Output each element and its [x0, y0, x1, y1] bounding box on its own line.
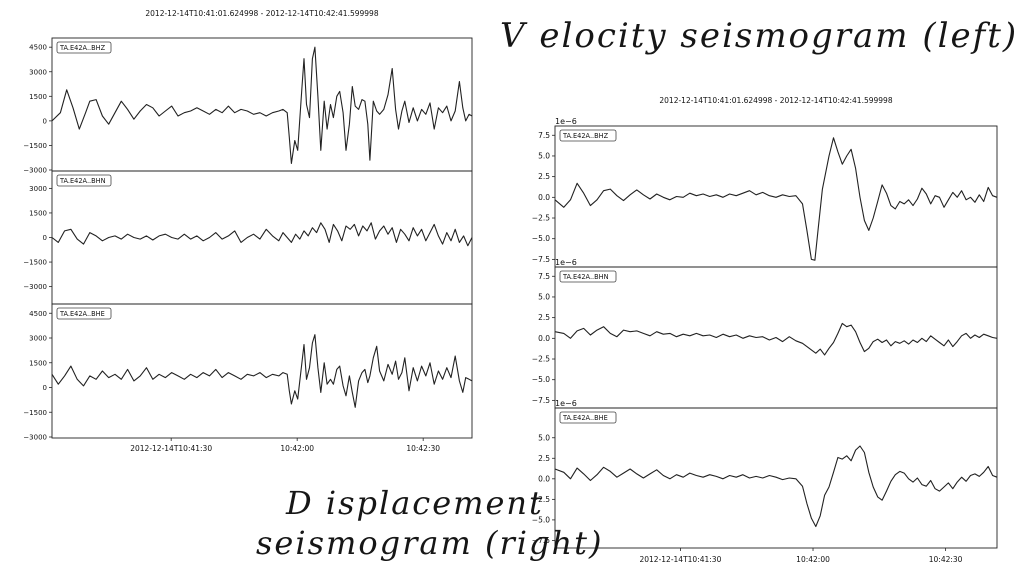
y-tick-label: −1500 [23, 409, 47, 417]
panel-frame [51, 170, 473, 305]
y-tick-label: 7.5 [538, 131, 550, 140]
y-tick-label: 2.5 [538, 313, 550, 322]
trace-panel: −7.5 −5.0 −2.5 0.0 2.5 5.0 7.5 1e−6 TA.E42A..BHZ [532, 117, 998, 268]
displacement-caption-line1: D isplacement [286, 484, 544, 522]
y-tick-label: 4500 [29, 310, 47, 318]
x-tick-label: 10:42:30 [406, 444, 440, 453]
trace-label: TA.E42A..BHN [562, 273, 609, 281]
y-tick-label: −2.5 [532, 214, 550, 223]
trace-label-box [559, 411, 617, 424]
y-tick-label: 4500 [29, 44, 47, 52]
panel-frame [554, 125, 998, 268]
y-tick-label: −3000 [23, 167, 47, 175]
y-tick-label: −7.5 [532, 536, 550, 545]
y-tick-label: −5.0 [532, 375, 550, 384]
y-tick-label: 0.0 [538, 474, 550, 483]
y-tick-label: −7.5 [532, 396, 550, 405]
trace-panel: −3000 −1500 0 1500 3000 4500 TA.E42A..BHZ [23, 37, 473, 175]
x-tick-label: 2012-12-14T10:41:30 [130, 444, 212, 453]
displacement-caption-line2: seismogram (right) [256, 524, 604, 562]
y-tick-label: 1500 [29, 93, 47, 101]
y-tick-label: 5.0 [538, 151, 550, 160]
y-tick-label: 2.5 [538, 172, 550, 181]
waveform-line [51, 334, 473, 408]
panel-frame [51, 303, 473, 439]
y-tick-label: −1500 [23, 142, 47, 150]
y-offset-label: 1e−6 [555, 117, 577, 126]
y-tick-label: −7.5 [532, 255, 550, 264]
trace-label-box [559, 270, 617, 283]
waveform-line [554, 322, 998, 356]
y-tick-label: −3000 [23, 434, 47, 442]
trace-label: TA.E42A..BHN [59, 177, 106, 185]
trace-panel: −7.5 −5.0 −2.5 0.0 2.5 5.0 7.5 1e−6 TA.E42A..BHN [532, 258, 998, 409]
chart-displacement: 2012-12-14T10:41:01.624998 - 2012-12-14T… [532, 96, 998, 564]
y-tick-label: 3000 [29, 185, 47, 193]
trace-label-box [56, 174, 112, 187]
panel-frame [554, 407, 998, 549]
x-tick-label: 10:42:00 [796, 555, 830, 564]
velocity-caption: V elocity seismogram (left) [500, 16, 1019, 56]
trace-label: TA.E42A..BHZ [59, 44, 106, 52]
y-tick-label: −5.0 [532, 515, 550, 524]
y-tick-label: 5.0 [538, 292, 550, 301]
x-tick-label: 10:42:00 [280, 444, 314, 453]
chart-velocity: 2012-12-14T10:41:01.624998 - 2012-12-14T… [23, 9, 473, 453]
chart-title: 2012-12-14T10:41:01.624998 - 2012-12-14T… [145, 9, 378, 18]
trace-label: TA.E42A..BHE [562, 414, 608, 422]
trace-panel: −3000 −1500 0 1500 3000 4500 TA.E42A..BHE [23, 303, 473, 442]
y-tick-label: 3000 [29, 68, 47, 76]
trace-panel: −7.5 −5.0 −2.5 0.0 2.5 5.0 1e−6 TA.E42A..BHE [532, 399, 998, 549]
waveform-line [554, 445, 998, 528]
y-tick-label: 1500 [29, 359, 47, 367]
y-tick-label: −2.5 [532, 355, 550, 364]
y-tick-label: −3000 [23, 283, 47, 291]
y-tick-label: 3000 [29, 335, 47, 343]
waveform-line [51, 46, 473, 164]
trace-label: TA.E42A..BHE [59, 310, 105, 318]
trace-label-box [56, 41, 112, 54]
y-tick-label: −2.5 [532, 495, 550, 504]
x-tick-label: 2012-12-14T10:41:30 [639, 555, 721, 564]
y-offset-label: 1e−6 [555, 258, 577, 267]
waveform-line [51, 222, 473, 247]
y-tick-label: 0 [43, 384, 47, 392]
y-tick-label: 7.5 [538, 272, 550, 281]
trace-label: TA.E42A..BHZ [562, 132, 609, 140]
y-tick-label: −5.0 [532, 234, 550, 243]
trace-label-box [56, 307, 112, 320]
y-tick-label: 2.5 [538, 454, 550, 463]
y-tick-label: 0.0 [538, 193, 550, 202]
trace-label-box [559, 129, 617, 142]
y-tick-label: 5.0 [538, 433, 550, 442]
panel-frame [51, 37, 473, 172]
y-tick-label: 0 [43, 234, 47, 242]
y-tick-label: 0 [43, 117, 47, 125]
x-tick-label: 10:42:30 [929, 555, 963, 564]
trace-panel: −3000 −1500 0 1500 3000 TA.E42A..BHN [23, 170, 473, 305]
y-offset-label: 1e−6 [555, 399, 577, 408]
y-tick-label: −1500 [23, 259, 47, 267]
waveform-line [554, 137, 998, 261]
chart-title: 2012-12-14T10:41:01.624998 - 2012-12-14T… [659, 96, 892, 105]
y-tick-label: 1500 [29, 209, 47, 217]
y-tick-label: 0.0 [538, 334, 550, 343]
